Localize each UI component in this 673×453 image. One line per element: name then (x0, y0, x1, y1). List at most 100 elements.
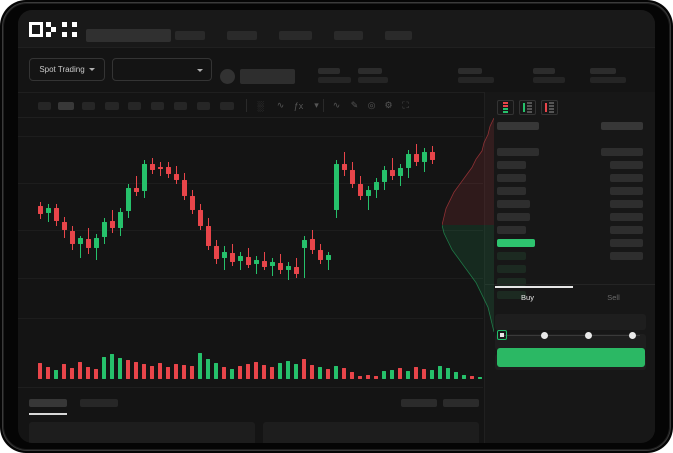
candle-49 (422, 118, 427, 328)
coin-icon (220, 69, 235, 84)
timeframe-option-4[interactable] (105, 102, 119, 110)
candle-36 (318, 118, 323, 328)
candle-body (302, 240, 307, 248)
orderbook-row-price-10[interactable] (497, 265, 526, 273)
orderbook-row-price-8[interactable] (497, 239, 535, 247)
stat-volume-24h-label (590, 68, 616, 74)
nav-item-4[interactable] (334, 31, 363, 40)
candle-43 (374, 118, 379, 328)
orderbook-row-price-12[interactable] (497, 291, 526, 299)
stat-volume-24h-value (590, 77, 626, 83)
volume-bar-42 (366, 375, 370, 379)
candlestick-type-icon[interactable]: ░ (257, 100, 264, 111)
candle-38 (334, 118, 339, 328)
bid-depth-area (442, 225, 494, 333)
timeframe-option-7[interactable] (174, 102, 187, 110)
stat-high-24h (458, 68, 494, 83)
orderbook-row-price-4[interactable] (497, 187, 526, 195)
submit-order-button[interactable] (497, 348, 645, 367)
volume-bar-2 (46, 367, 50, 379)
line-type-icon[interactable]: ∿ (276, 100, 285, 110)
volume-bar-34 (302, 359, 306, 379)
nav-item-3[interactable] (279, 31, 312, 40)
volume-bar-20 (190, 366, 194, 379)
timeframe-option-9[interactable] (220, 102, 234, 110)
stat-change-24h (358, 68, 388, 83)
orderbook-view-bids-icon[interactable] (519, 100, 536, 115)
volume-bar-29 (262, 365, 266, 379)
candle-body (286, 266, 291, 270)
spot-trading-dropdown[interactable]: Spot Trading (29, 58, 105, 81)
step-indicator-3[interactable] (585, 331, 592, 339)
orderbook-row-price-11[interactable] (497, 278, 526, 286)
candle-wick (392, 158, 393, 180)
orderbook-view-asks-icon[interactable] (541, 100, 558, 115)
candle-body (366, 190, 371, 196)
candle-27 (246, 118, 251, 328)
timeframe-option-3[interactable] (82, 102, 95, 110)
draw-pencil-icon[interactable]: ✎ (350, 100, 359, 110)
candle-body (78, 238, 83, 244)
active-tab-underline (495, 286, 573, 288)
indicators-icon[interactable]: ƒx (293, 100, 304, 111)
candle-45 (390, 118, 395, 328)
fullscreen-icon[interactable]: ⛶ (402, 100, 409, 110)
candle-25 (230, 118, 235, 328)
candlestick-chart[interactable] (18, 118, 483, 328)
step-indicator-4[interactable] (629, 331, 636, 339)
candle-4 (62, 118, 67, 328)
tab-sell[interactable]: Sell (607, 293, 620, 302)
candle-body (174, 174, 179, 180)
nav-item-1[interactable] (175, 31, 205, 40)
step-indicator-2[interactable] (541, 331, 548, 339)
trading-pair-select[interactable] (112, 58, 212, 81)
step-indicator-1[interactable] (497, 330, 507, 340)
search-input[interactable] (86, 29, 171, 42)
gridline-1 (18, 136, 483, 137)
orderbook-row-price-1[interactable] (497, 148, 539, 156)
nav-item-2[interactable] (227, 31, 257, 40)
bottom-action-2[interactable] (443, 399, 479, 407)
candle-wick (304, 236, 305, 278)
order-price-field[interactable] (495, 314, 646, 330)
candle-body (270, 262, 275, 266)
candle-body (430, 152, 435, 160)
camera-snapshot-icon[interactable]: ◎ (367, 100, 376, 110)
chart-settings-chevron-icon[interactable]: ▾ (314, 100, 319, 110)
order-amount-field[interactable] (495, 334, 646, 350)
orderbook-row-price-3[interactable] (497, 174, 526, 182)
candle-39 (342, 118, 347, 328)
okx-logo-letter-x (61, 22, 77, 37)
bottom-action-1[interactable] (401, 399, 437, 407)
candle-body (278, 263, 283, 270)
tab-buy[interactable]: Buy (521, 293, 534, 302)
timeframe-option-2[interactable] (58, 102, 74, 110)
ask-bar-glyph (545, 103, 548, 112)
trend-line-icon[interactable]: ∿ (332, 100, 341, 110)
orderbook-view-both-icon[interactable] (497, 100, 514, 115)
candle-body (190, 196, 195, 210)
nav-item-5[interactable] (385, 31, 412, 40)
volume-bar-53 (454, 372, 458, 379)
timeframe-option-6[interactable] (151, 102, 164, 110)
candle-wick (288, 262, 289, 280)
timeframe-option-5[interactable] (128, 102, 141, 110)
orderbook-row-price-5[interactable] (497, 200, 530, 208)
volume-bar-43 (374, 376, 378, 379)
settings-gear-icon[interactable]: ⚙ (384, 100, 393, 110)
candle-33 (294, 118, 299, 328)
orderbook-row-price-7[interactable] (497, 226, 526, 234)
orderbook-row-price-6[interactable] (497, 213, 530, 221)
tab-open-orders[interactable] (29, 399, 67, 407)
orderbook-row-amount-8 (610, 239, 643, 247)
orderbook-row-price-9[interactable] (497, 252, 526, 260)
tab-order-history[interactable] (80, 399, 118, 407)
candle-17 (166, 118, 171, 328)
volume-bar-50 (430, 370, 434, 379)
volume-bar-38 (334, 366, 338, 379)
timeframe-option-1[interactable] (38, 102, 51, 110)
orderbook-row-price-2[interactable] (497, 161, 526, 169)
timeframe-option-8[interactable] (197, 102, 210, 110)
candle-wick (80, 236, 81, 258)
okx-logo[interactable] (29, 22, 77, 37)
